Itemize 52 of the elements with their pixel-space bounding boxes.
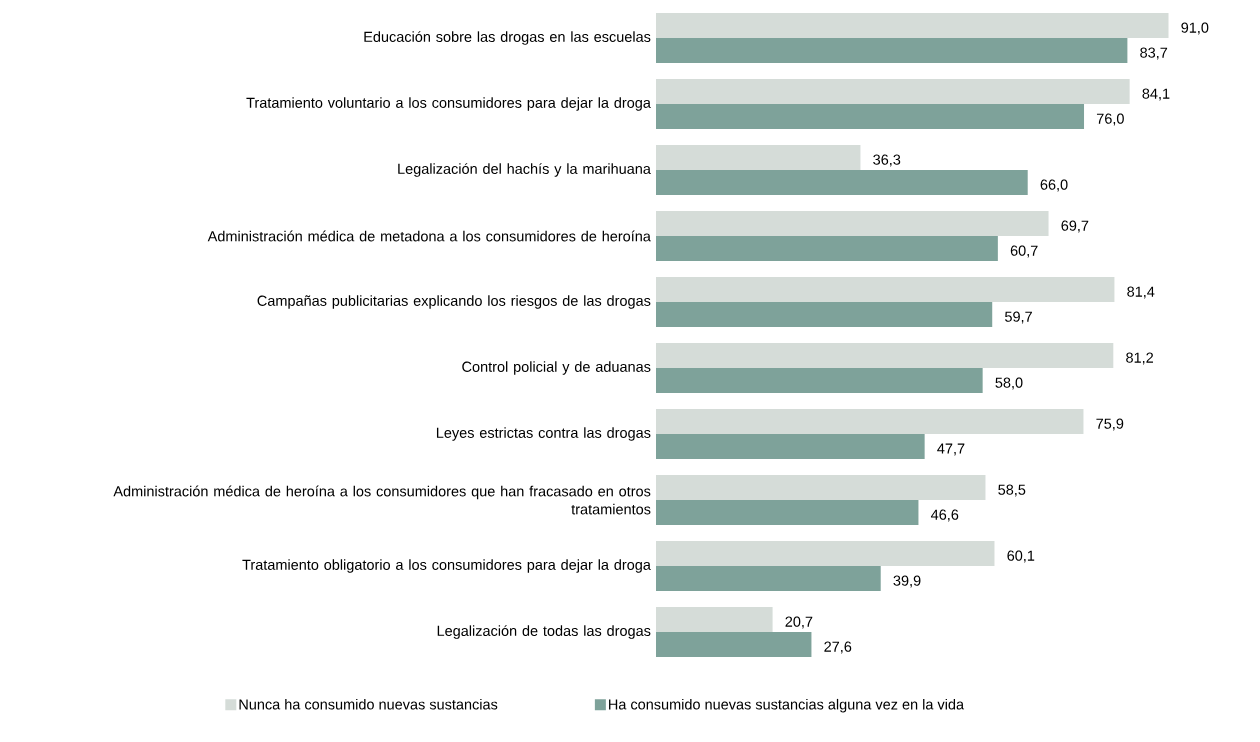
- y-tick-label: Tratamiento obligatorio a los consumidores para dejar la droga: [242, 559, 651, 573]
- data-label: 69,7: [1061, 220, 1089, 233]
- data-label: 66,0: [1040, 179, 1068, 192]
- data-label: 59,7: [1005, 311, 1032, 324]
- data-label: 46,6: [930, 509, 959, 522]
- bar: [656, 38, 1128, 63]
- bar: [656, 632, 812, 658]
- bar: [656, 145, 861, 171]
- bar: [656, 79, 1130, 104]
- bar: [656, 409, 1084, 435]
- bar: [656, 236, 998, 262]
- data-label: 39,9: [893, 575, 921, 588]
- data-label: 81,2: [1126, 352, 1154, 365]
- y-tick-label: Legalización de todas las drogas: [437, 625, 651, 639]
- bar: [656, 302, 993, 328]
- data-label: 58,0: [995, 377, 1023, 390]
- data-label: 83,7: [1140, 47, 1168, 60]
- y-tick-label: Tratamiento voluntario a los consumidores para dejar la droga: [246, 97, 651, 111]
- data-label: 76,0: [1096, 113, 1124, 126]
- bar: [656, 277, 1115, 303]
- legend-label: Ha consumido nuevas sustancias alguna vez en la vida: [609, 698, 965, 713]
- bar: [656, 434, 925, 460]
- legend-label: Nunca ha consumido nuevas sustancias: [239, 698, 498, 710]
- bar: [656, 500, 919, 526]
- bar: [656, 607, 773, 633]
- bar: [656, 211, 1049, 237]
- data-label: 91,0: [1181, 22, 1209, 35]
- y-tick-label: Leyes estrictas contra las drogas: [436, 427, 651, 441]
- data-label: 60,7: [1010, 245, 1038, 258]
- bar: [656, 566, 881, 592]
- bar: [656, 343, 1114, 369]
- data-label: 75,9: [1096, 418, 1124, 431]
- data-label: 60,1: [1007, 550, 1035, 563]
- y-tick-label: Administración médica de heroína a los consumidores que han fracasado en otros tratamientos: [113, 485, 651, 515]
- bar: [656, 170, 1028, 196]
- data-label: 81,4: [1127, 286, 1155, 299]
- data-label: 20,7: [785, 616, 813, 629]
- data-label: 84,1: [1142, 88, 1170, 101]
- data-label: 47,7: [937, 443, 965, 456]
- data-label: 58,5: [998, 484, 1026, 497]
- bar: [656, 104, 1085, 130]
- bar: [656, 475, 986, 501]
- bar: [656, 368, 983, 394]
- bar: [656, 541, 995, 567]
- y-tick-label: Educación sobre las drogas en las escuelas: [364, 31, 651, 45]
- y-tick-label: Campañas publicitarias explicando los riesgos de las drogas: [257, 295, 651, 309]
- bar: [656, 13, 1169, 38]
- y-tick-label: Administración médica de metadona a los consumidores de heroína: [207, 230, 651, 242]
- y-tick-label: Legalización del hachís y la marihuana: [398, 163, 651, 177]
- data-label: 27,6: [824, 641, 852, 654]
- y-tick-label: Control policial y de aduanas: [462, 361, 651, 375]
- data-label: 36,3: [873, 154, 901, 167]
